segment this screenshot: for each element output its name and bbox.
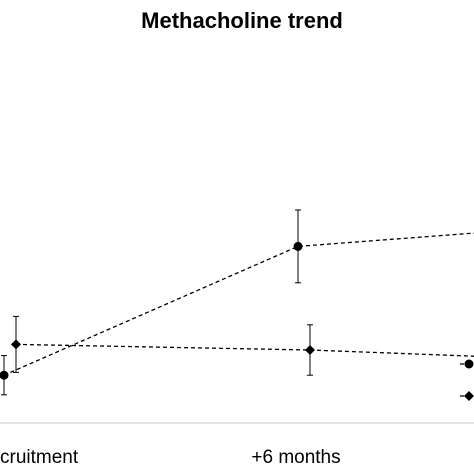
x-tick-label-6-months: +6 months [251, 447, 340, 468]
series-layer [0, 209, 474, 396]
series-1-line [3, 232, 474, 376]
series-1-point-1 [0, 370, 9, 380]
x-tick-label-recruitment: cruitment [0, 447, 79, 468]
chart-title: Methacholine trend [141, 8, 343, 33]
legend-series-1-marker [464, 359, 474, 369]
series-1-point-2 [293, 241, 303, 251]
series-2-line [15, 343, 474, 357]
legend [460, 359, 474, 401]
series-2-point-2 [305, 345, 315, 355]
legend-series-2-marker [464, 391, 474, 401]
series-2-point-1 [11, 339, 21, 350]
